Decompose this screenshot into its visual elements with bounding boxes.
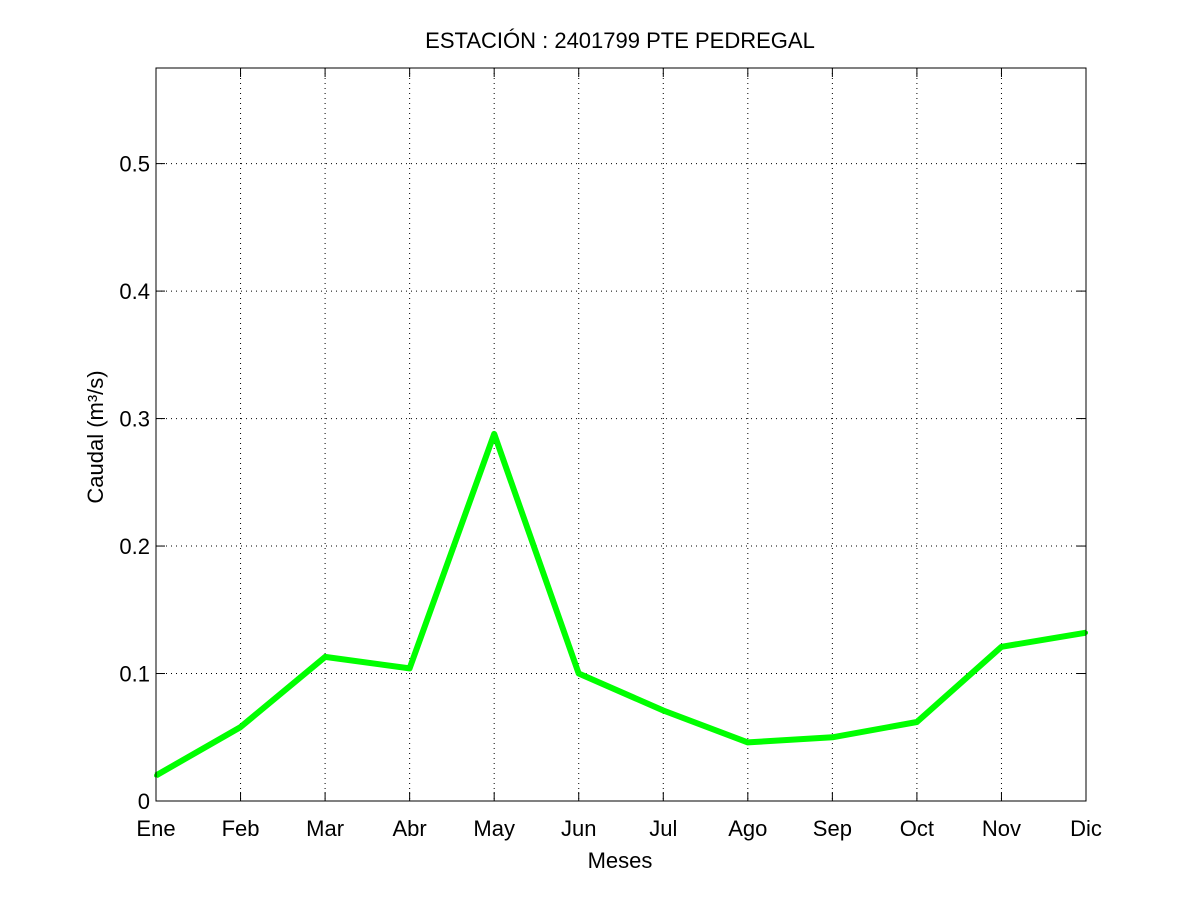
x-tick-label: May (473, 816, 515, 841)
x-tick-label: Oct (900, 816, 934, 841)
data-point-may (492, 431, 497, 436)
data-point-jun (576, 671, 581, 676)
x-tick-labels: Ene Feb Mar Abr May Jun Jul Ago Sep Oct Nov Dic (136, 816, 1101, 841)
x-tick-label: Abr (393, 816, 427, 841)
series-line (154, 430, 1087, 779)
y-tick-label: 0.4 (119, 279, 150, 304)
y-tick-label: 0.2 (119, 534, 150, 559)
y-tick-label: 0 (138, 789, 150, 814)
x-tick-label: Ago (728, 816, 767, 841)
chart-title: ESTACIÓN : 2401799 PTE PEDREGAL (425, 28, 815, 53)
y-tick-label: 0.5 (119, 152, 150, 177)
data-point-abr (407, 666, 412, 671)
y-tick-label: 0.3 (119, 407, 150, 432)
data-point-oct (914, 719, 919, 724)
x-tick-label: Jul (649, 816, 677, 841)
x-tick-label: Sep (813, 816, 852, 841)
data-point-nov (999, 644, 1004, 649)
x-tick-label: Feb (222, 816, 260, 841)
data-point-feb (238, 725, 243, 730)
data-point-ago (745, 740, 750, 745)
x-tick-label: Mar (306, 816, 344, 841)
plot-frame (155, 67, 1087, 802)
x-tick-label: Ene (136, 816, 175, 841)
x-tick-label: Dic (1070, 816, 1102, 841)
data-point-sep (830, 735, 835, 740)
data-point-jul (661, 708, 666, 713)
y-axis-label: Caudal (m³/s) (83, 370, 108, 503)
x-tick-label: Jun (561, 816, 596, 841)
x-axis-label: Meses (588, 848, 653, 873)
data-point-mar (323, 654, 328, 659)
series-layer (154, 430, 1088, 779)
grid-lines (156, 68, 1086, 801)
y-tick-label: 0.1 (119, 662, 150, 687)
x-tick-label: Nov (982, 816, 1021, 841)
y-tick-labels: 0 0.1 0.2 0.3 0.4 0.5 (119, 152, 150, 814)
